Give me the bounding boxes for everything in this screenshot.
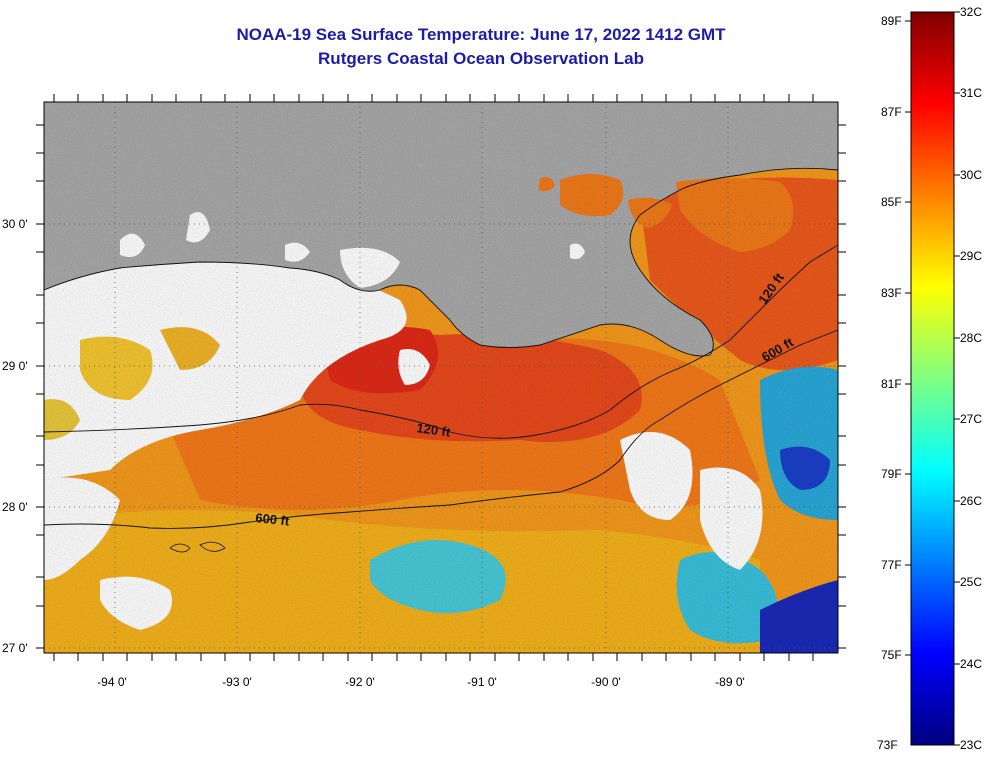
graticule <box>44 102 838 653</box>
colorbar-label-f: 79F <box>881 467 902 481</box>
contour-label-120-west: 120 ft <box>416 420 452 440</box>
colorbar-label-c: 25C <box>960 575 982 589</box>
colorbar-label-c: 32C <box>960 5 982 19</box>
contour-120ft <box>44 244 838 439</box>
map-area: 120 ft 120 ft 600 ft 600 ft <box>44 102 838 653</box>
texture-overlay <box>44 102 838 653</box>
colorbar-gradient <box>910 11 955 746</box>
colorbar-label-f: 89F <box>881 14 902 28</box>
colorbar-label-f: 75F <box>881 648 902 662</box>
lat-label: 27 0' <box>2 641 28 655</box>
map-subtitle: Rutgers Coastal Ocean Observation Lab <box>318 49 644 68</box>
coastline <box>44 167 838 357</box>
colorbar: 89F 87F 85F 83F 81F 79F 77F 75F 73F 32C … <box>877 5 982 752</box>
lon-label: -94 0' <box>97 675 127 689</box>
axis-ticks <box>36 94 846 661</box>
colorbar-label-c: 29C <box>960 249 982 263</box>
lat-label: 30 0' <box>2 217 28 231</box>
colorbar-label-c: 31C <box>960 86 982 100</box>
colorbar-label-f: 87F <box>881 105 902 119</box>
colorbar-label-f: 85F <box>881 195 902 209</box>
colorbar-label-c: 30C <box>960 168 982 182</box>
contour-bumps <box>169 541 226 553</box>
colorbar-label-c: 26C <box>960 494 982 508</box>
colorbar-ticks <box>905 11 960 746</box>
contour-label-600-west: 600 ft <box>255 510 291 529</box>
map-title: NOAA-19 Sea Surface Temperature: June 17… <box>236 25 726 44</box>
lat-label: 29 0' <box>2 359 28 373</box>
colorbar-label-f: 81F <box>881 377 902 391</box>
colorbar-label-c: 28C <box>960 331 982 345</box>
lon-label: -92 0' <box>345 675 375 689</box>
lon-label: -90 0' <box>591 675 621 689</box>
colorbar-label-c: 24C <box>960 657 982 671</box>
colorbar-label-f: 83F <box>881 286 902 300</box>
lon-label: -89 0' <box>715 675 745 689</box>
colorbar-label-c: 23C <box>960 738 982 752</box>
colorbar-label-f: 77F <box>881 558 902 572</box>
lon-label: -93 0' <box>222 675 252 689</box>
contour-600ft <box>44 329 838 529</box>
colorbar-label-c: 27C <box>960 412 982 426</box>
lat-label: 28 0' <box>2 500 28 514</box>
map-frame <box>43 101 839 654</box>
lon-label: -91 0' <box>467 675 497 689</box>
colorbar-label-f: 73F <box>877 738 898 752</box>
